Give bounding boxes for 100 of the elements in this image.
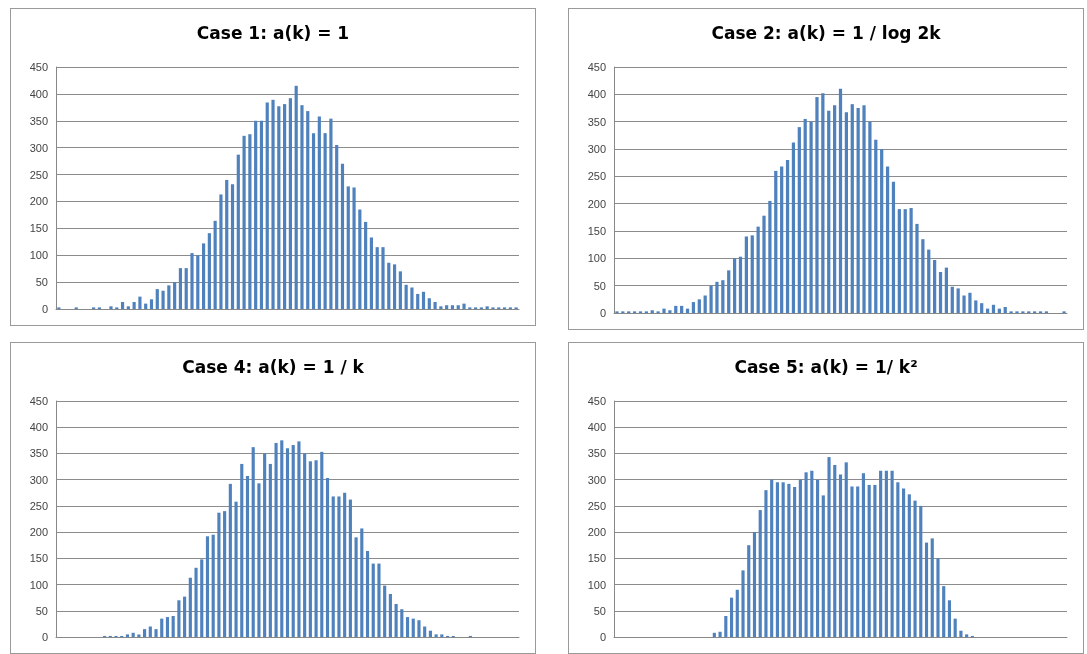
bar	[411, 618, 415, 637]
bar	[358, 209, 362, 309]
bar	[838, 474, 843, 637]
bar	[178, 268, 183, 309]
y-tick-label: 200	[587, 526, 606, 539]
bar	[691, 302, 696, 313]
bar	[404, 284, 408, 309]
bar	[194, 567, 198, 637]
y-tick-label: 250	[587, 170, 606, 183]
bar	[207, 233, 211, 309]
bar	[259, 120, 264, 309]
bar	[933, 259, 937, 313]
bar	[126, 306, 130, 309]
bar	[867, 484, 871, 637]
bar	[132, 302, 136, 309]
bar	[427, 298, 431, 309]
bar	[890, 470, 894, 637]
bar	[942, 586, 946, 637]
bar	[416, 293, 420, 309]
bar	[741, 570, 745, 637]
bar	[804, 472, 808, 637]
bar	[844, 462, 848, 637]
bar	[965, 634, 969, 637]
bar	[405, 617, 410, 637]
bar	[138, 296, 142, 309]
bar	[821, 93, 825, 313]
bar	[297, 441, 301, 637]
bar	[781, 482, 785, 637]
bar	[803, 118, 807, 313]
chart-title: Case 4: a(k) = 1 / k	[182, 356, 365, 377]
bar	[171, 616, 175, 637]
y-tick-label: 250	[29, 168, 48, 181]
bar	[815, 479, 820, 637]
bar	[263, 453, 267, 637]
bar	[844, 112, 848, 313]
bar	[423, 626, 427, 637]
bar	[154, 629, 158, 637]
bar	[160, 618, 164, 637]
bar	[348, 499, 352, 637]
bar	[850, 486, 854, 637]
bar	[242, 135, 246, 309]
bar	[770, 479, 774, 637]
bar	[394, 603, 398, 637]
bar	[184, 268, 188, 309]
bar	[388, 594, 392, 637]
y-tick-label: 300	[587, 473, 606, 486]
bar	[377, 563, 381, 637]
bar	[428, 630, 432, 637]
bar	[306, 111, 310, 309]
bar	[392, 264, 397, 309]
bar	[271, 99, 275, 309]
bar	[352, 187, 356, 309]
bar	[433, 302, 437, 309]
bar	[930, 538, 934, 637]
bar	[137, 634, 141, 637]
bar	[650, 310, 654, 313]
bar	[320, 451, 324, 637]
bar	[885, 166, 890, 313]
bar	[245, 476, 250, 637]
bar	[343, 492, 347, 637]
bar	[177, 600, 181, 637]
bar	[400, 609, 404, 637]
bar	[735, 589, 739, 637]
bar	[383, 585, 387, 637]
bar	[288, 98, 292, 309]
bar	[793, 487, 797, 637]
bar	[827, 457, 831, 637]
y-tick-label: 200	[587, 197, 606, 210]
bar	[183, 596, 187, 637]
bar	[248, 134, 252, 309]
bar	[738, 256, 743, 313]
bar	[371, 563, 375, 637]
bar	[947, 600, 952, 637]
bar	[410, 287, 414, 309]
bar	[462, 303, 466, 309]
bar	[450, 305, 455, 309]
y-tick-label: 50	[593, 604, 606, 617]
bar	[747, 545, 751, 637]
y-tick-label: 200	[29, 195, 48, 208]
bar	[959, 630, 963, 637]
y-tick-label: 100	[587, 252, 606, 265]
bar	[213, 220, 217, 309]
bar	[896, 482, 900, 637]
bar	[381, 247, 385, 309]
bar	[236, 154, 240, 309]
bar	[331, 496, 335, 637]
bar	[936, 558, 940, 637]
bar	[131, 632, 135, 637]
bar	[780, 166, 784, 313]
bar	[257, 483, 261, 637]
bar	[915, 223, 919, 313]
y-tick-label: 100	[587, 578, 606, 591]
bar	[833, 464, 837, 637]
bar	[724, 616, 728, 637]
bar	[861, 473, 866, 637]
y-tick-label: 250	[587, 499, 606, 512]
bar	[434, 634, 438, 637]
bar	[921, 239, 925, 313]
bar	[727, 270, 731, 313]
bar	[268, 463, 272, 637]
